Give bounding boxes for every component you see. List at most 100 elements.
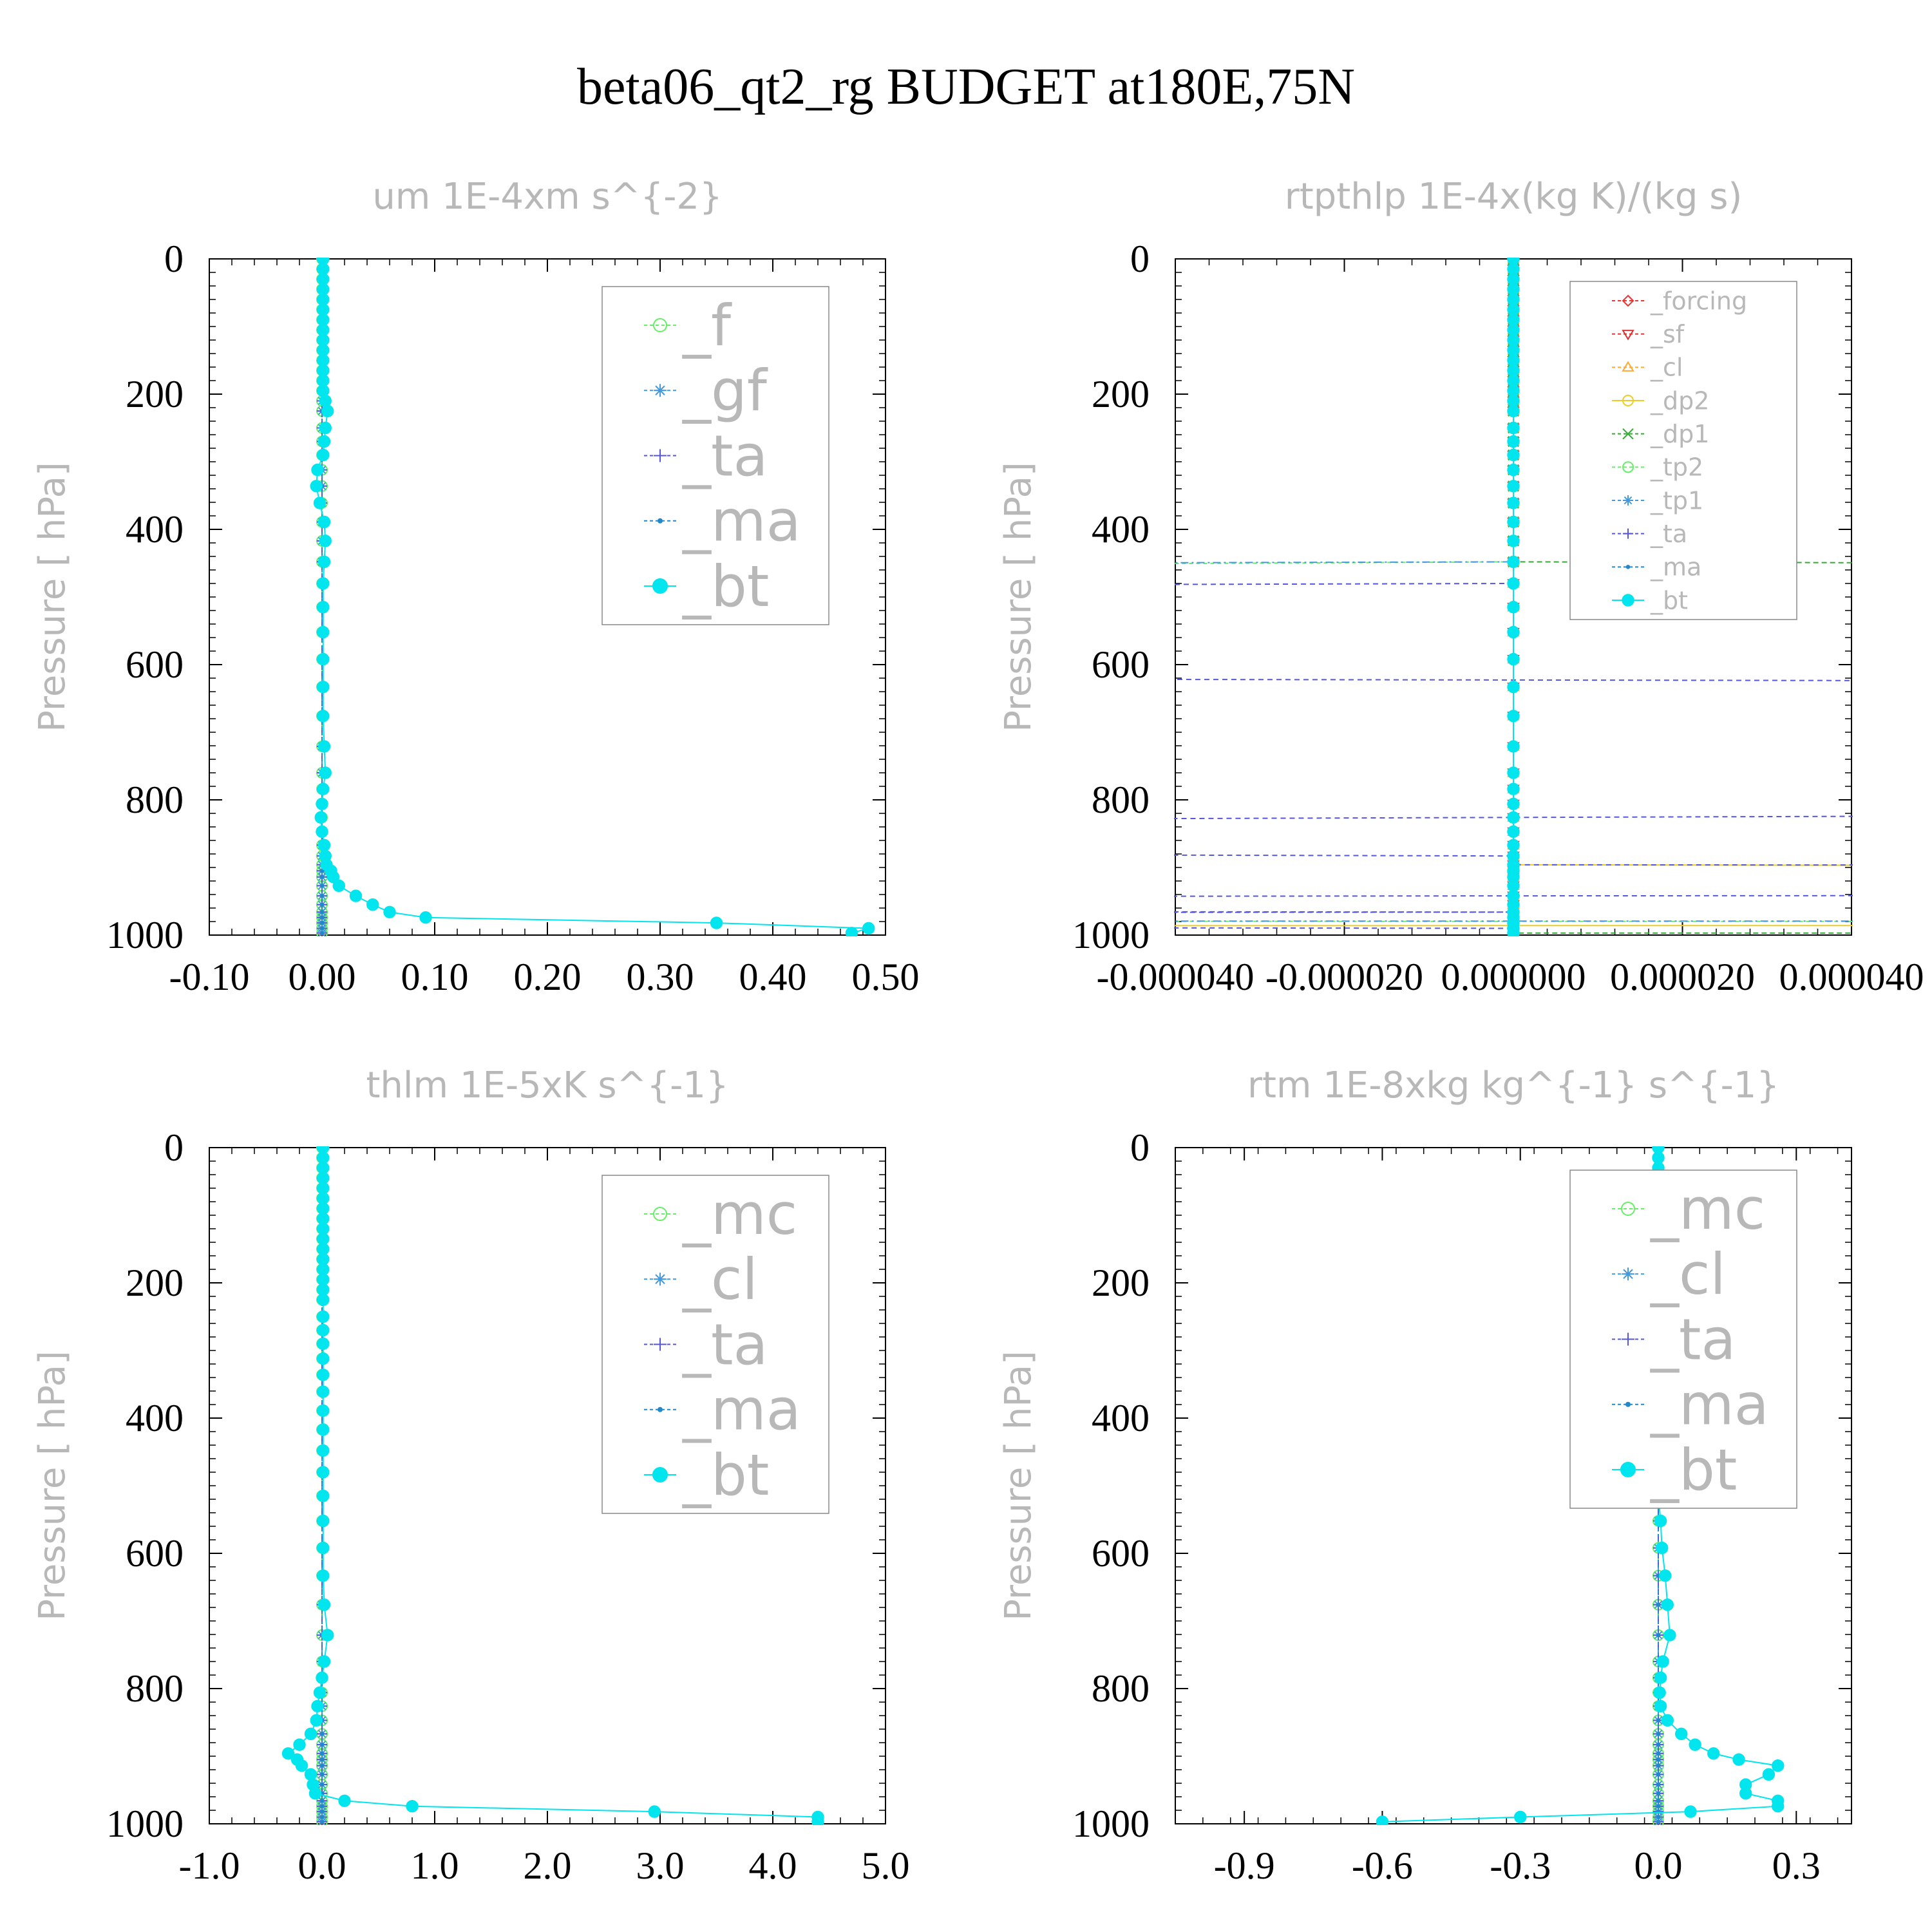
data-point [1507, 463, 1520, 477]
plot-frame [209, 1147, 886, 1824]
legend-marker [653, 318, 667, 332]
data-point [317, 1337, 330, 1350]
data-point [316, 825, 328, 838]
x-tick-label: 0.10 [401, 956, 469, 998]
y-tick-label: 600 [1092, 643, 1150, 686]
legend-entry: _sf [1612, 320, 1685, 348]
y-tick-label: 1000 [1072, 1803, 1150, 1845]
data-point [1656, 1763, 1661, 1768]
data-point [319, 766, 332, 779]
y-tick-label: 1000 [106, 1803, 184, 1845]
data-point [327, 871, 340, 884]
data-point [319, 902, 325, 907]
legend-marker [1620, 1462, 1636, 1477]
legend-label: _f [682, 292, 732, 359]
data-point [319, 1809, 325, 1814]
data-point [1507, 404, 1520, 417]
data-point [317, 1423, 330, 1436]
data-point [1654, 1671, 1667, 1684]
data-point [1772, 1800, 1785, 1813]
data-point [1656, 1732, 1661, 1736]
panel-4: rtm 1E-8xkg kg^{-1} s^{-1} Pressure [ hPa… [998, 1065, 1852, 1887]
y-tick-label: 400 [126, 1397, 184, 1439]
data-point [319, 1763, 325, 1768]
data-point [321, 404, 334, 417]
legend-label: _bt [1650, 1437, 1737, 1503]
x-tick-label: 0.000020 [1610, 956, 1755, 998]
data-point [1656, 1751, 1661, 1756]
legend-marker [1622, 461, 1634, 473]
legend-marker [652, 578, 668, 594]
x-tick-label: -0.000040 [1097, 956, 1255, 998]
data-point [1684, 1805, 1697, 1818]
legend-entry: _ma [1612, 1372, 1769, 1438]
data-point [383, 905, 396, 919]
data-point [317, 838, 331, 852]
data-point [1656, 1815, 1661, 1819]
data-point [811, 1815, 824, 1825]
legend-marker [654, 384, 667, 397]
series-bt [281, 1146, 824, 1825]
data-point [317, 625, 330, 639]
x-tick-label: 0.3 [1772, 1844, 1821, 1887]
y-tick-label: 0 [1130, 238, 1150, 280]
x-tick-label: 1.0 [411, 1844, 459, 1887]
data-point [310, 1714, 323, 1727]
legend-entry: _cl [644, 1246, 758, 1312]
x-tick-label: -0.000020 [1265, 956, 1423, 998]
legend-label: _ma [1650, 1372, 1769, 1438]
data-point [317, 1655, 331, 1668]
data-point [317, 448, 330, 462]
data-point [648, 1805, 661, 1818]
y-tick-label: 0 [1130, 1126, 1150, 1169]
plot-frame [1175, 1147, 1852, 1824]
data-point [1663, 1629, 1676, 1642]
data-point [316, 1671, 328, 1684]
legend-marker [1621, 1202, 1635, 1216]
data-point [1656, 1782, 1661, 1787]
data-point [1689, 1738, 1701, 1751]
data-point [332, 879, 345, 893]
legend-marker [1622, 330, 1634, 341]
data-point [317, 1404, 330, 1417]
data-point [1675, 1727, 1688, 1741]
x-tick-label: 0.0 [298, 1844, 346, 1887]
data-point [1656, 1718, 1661, 1723]
y-tick-label: 400 [1092, 508, 1150, 551]
legend-marker [654, 1338, 667, 1351]
data-point [281, 1747, 295, 1760]
y-tick-label: 600 [126, 1532, 184, 1575]
data-point [314, 811, 327, 824]
x-tick-label: 5.0 [862, 1844, 910, 1887]
legend-label: _ta [1650, 520, 1687, 548]
data-point [319, 1819, 325, 1824]
data-point [317, 782, 330, 795]
legend-entry: _ta [1612, 520, 1687, 548]
plot-frame [209, 258, 886, 936]
legend-entry: _bt [644, 1442, 769, 1508]
legend-marker [1622, 1332, 1634, 1346]
data-point [316, 797, 328, 811]
data-point [1507, 555, 1520, 569]
x-tick-label: 0.30 [627, 956, 694, 998]
legend-marker [653, 1207, 667, 1221]
x-tick-label: -0.10 [169, 956, 250, 998]
figure-title: beta06_qt2_rg BUDGET at180E,75N [576, 59, 1355, 115]
data-point [317, 515, 331, 529]
legend-label: _ta [682, 422, 768, 489]
legend-entry: _ta [644, 1311, 768, 1378]
legend-entry: _dp2 [1612, 386, 1709, 415]
legend-marker [1622, 428, 1634, 440]
legend-label: _dp1 [1650, 420, 1709, 448]
data-point [317, 601, 330, 614]
data-point [319, 1772, 325, 1777]
data-point [1656, 1541, 1669, 1555]
data-point [1656, 1772, 1661, 1777]
legend-entry: _ta [644, 422, 768, 489]
data-point [1654, 1514, 1667, 1528]
data-point [1656, 1819, 1661, 1824]
y-tick-label: 1000 [106, 914, 184, 956]
data-point [293, 1738, 306, 1751]
y-axis-label: Pressure [ hPa] [998, 1350, 1039, 1620]
y-tick-label: 400 [126, 508, 184, 551]
